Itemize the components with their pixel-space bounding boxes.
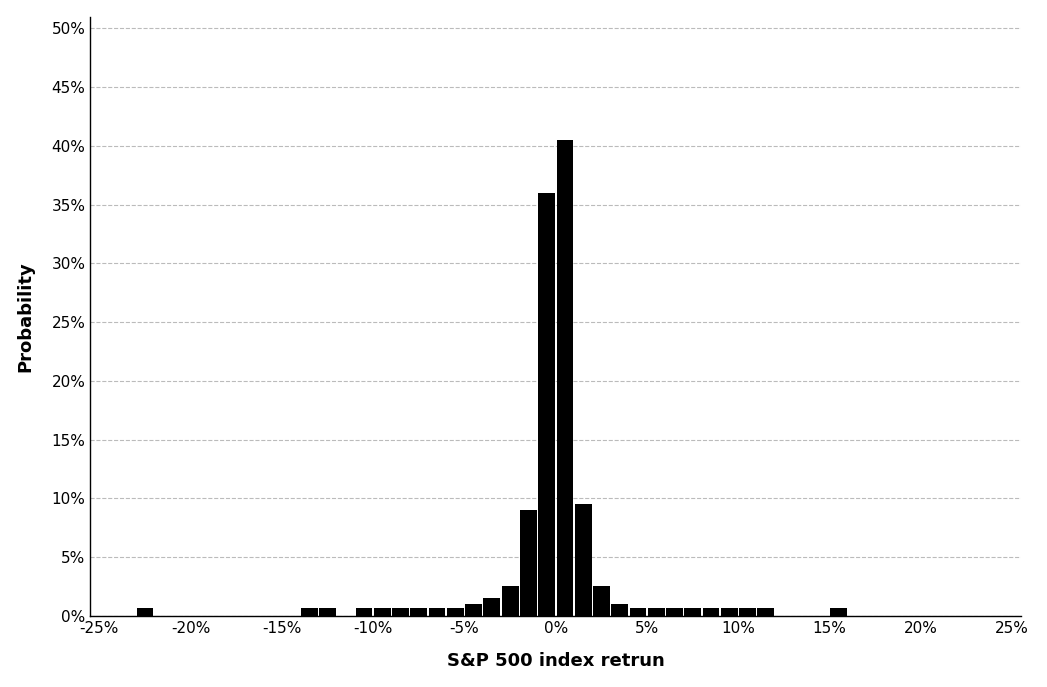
Bar <box>410 607 427 616</box>
Bar <box>538 193 555 616</box>
Bar <box>830 607 847 616</box>
Bar <box>447 607 464 616</box>
Bar <box>502 587 518 616</box>
Bar <box>484 598 500 616</box>
Bar <box>557 140 574 616</box>
Bar <box>720 607 738 616</box>
Bar <box>611 604 628 616</box>
Bar <box>739 607 756 616</box>
Bar <box>374 607 391 616</box>
Bar <box>757 607 774 616</box>
Bar <box>648 607 665 616</box>
Bar <box>428 607 445 616</box>
Bar <box>685 607 701 616</box>
X-axis label: S&P 500 index retrun: S&P 500 index retrun <box>447 653 665 671</box>
Bar <box>319 607 336 616</box>
Bar <box>575 504 592 616</box>
Bar <box>520 510 537 616</box>
Bar <box>465 604 482 616</box>
Bar <box>703 607 719 616</box>
Bar <box>666 607 683 616</box>
Bar <box>356 607 373 616</box>
Y-axis label: Probability: Probability <box>17 261 35 372</box>
Bar <box>393 607 409 616</box>
Bar <box>593 587 609 616</box>
Bar <box>629 607 646 616</box>
Bar <box>136 607 153 616</box>
Bar <box>300 607 317 616</box>
